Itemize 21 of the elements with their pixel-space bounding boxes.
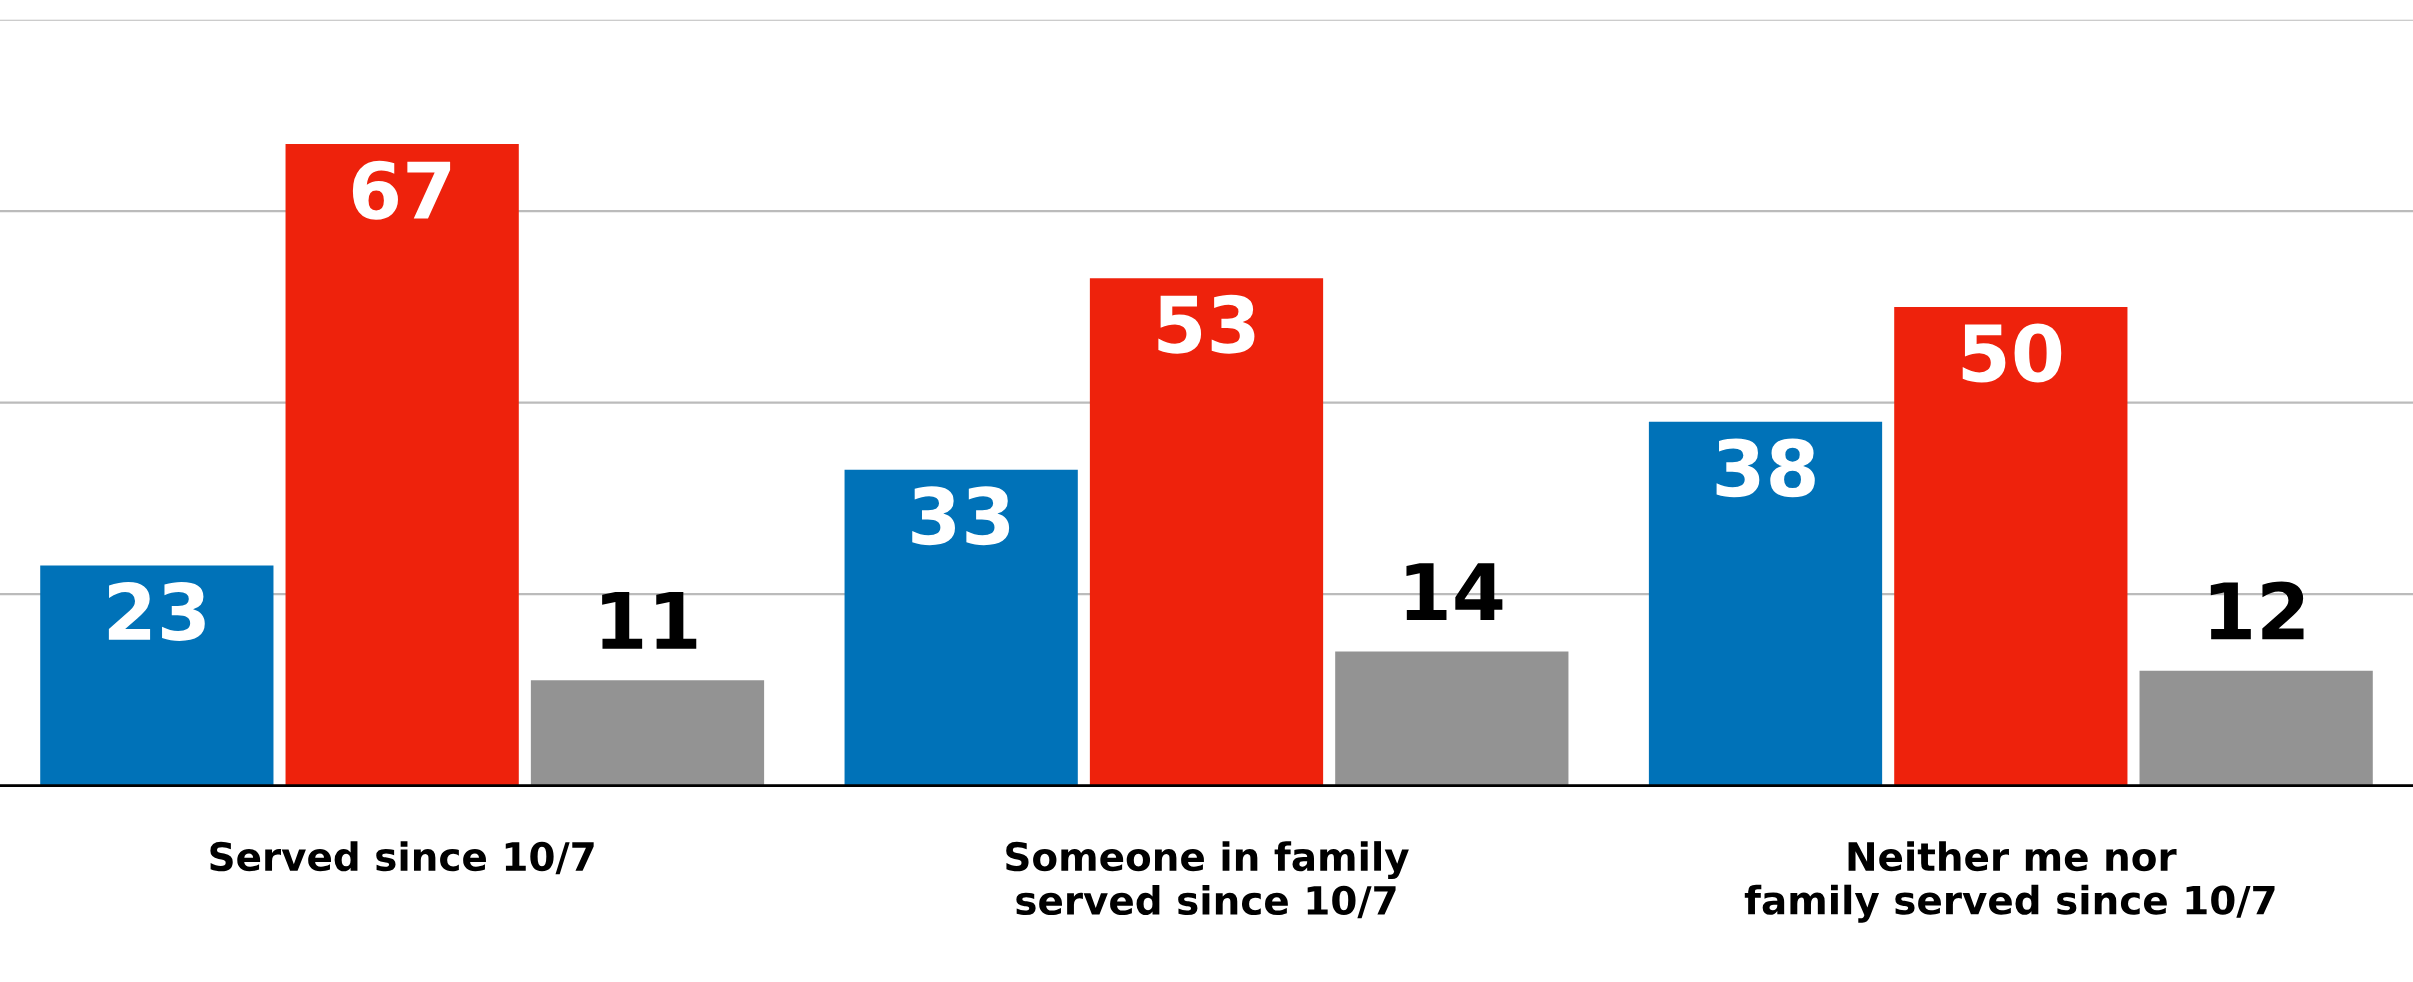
x-tick-label: Neither me nor family served since 10/7 — [1744, 841, 2275, 923]
data-label: 67 — [352, 160, 451, 220]
bar — [844, 469, 1078, 786]
bar — [2139, 670, 2373, 786]
data-label: 33 — [912, 486, 1010, 546]
x-tick-label: Someone in family served since 10/7 — [1006, 841, 1409, 919]
bar — [1089, 278, 1324, 786]
bar — [285, 144, 519, 786]
bar — [40, 565, 274, 786]
data-label: 11 — [602, 592, 697, 649]
data-label: 50 — [1962, 323, 2062, 383]
bar — [1894, 306, 2128, 786]
data-label: 23 — [108, 582, 205, 641]
data-label: 12 — [2210, 581, 2304, 640]
bar — [1335, 651, 1569, 786]
data-label: 38 — [1716, 438, 1815, 498]
data-label: 53 — [1158, 294, 1255, 354]
bar — [1648, 421, 1883, 786]
bar — [530, 680, 765, 786]
data-label: 14 — [1406, 563, 1503, 621]
x-tick-label: Served since 10/7 — [210, 841, 594, 875]
